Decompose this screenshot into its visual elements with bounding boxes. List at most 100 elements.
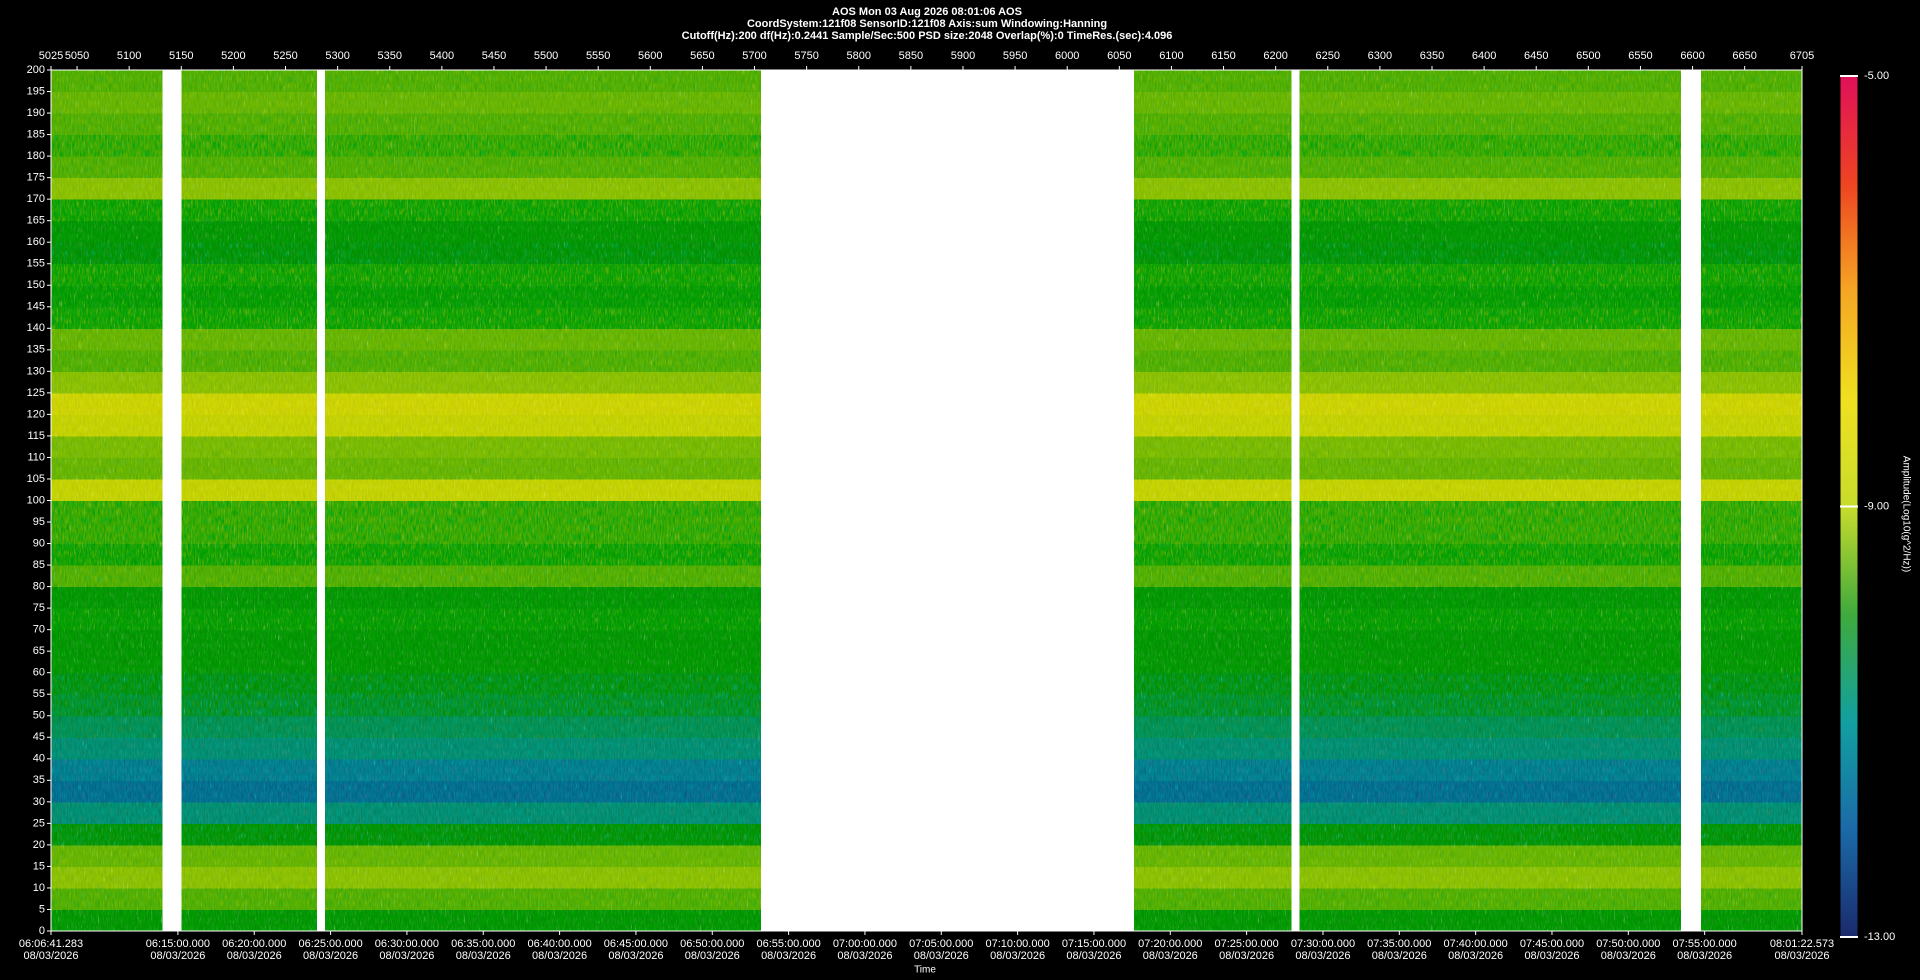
- heatmap-cell: [51, 113, 163, 136]
- x-tick-label: 6450: [1524, 50, 1548, 62]
- heatmap-cell: [1299, 522, 1682, 545]
- x-tick-label: 6250: [1316, 50, 1340, 62]
- heatmap-cell: [181, 242, 317, 265]
- y-tick-label: 90: [33, 537, 45, 549]
- heatmap-cell: [1299, 156, 1682, 179]
- heatmap-cell: [1299, 478, 1682, 501]
- heatmap-cell: [1299, 608, 1682, 631]
- heatmap-cell: [1700, 414, 1802, 437]
- heatmap-cell: [1133, 392, 1292, 415]
- heatmap-cell: [181, 70, 317, 93]
- y-tick-label: 20: [33, 839, 45, 851]
- heatmap-cell: [1700, 844, 1802, 867]
- heatmap-cell: [181, 887, 317, 910]
- y-tick-label: 155: [27, 258, 45, 270]
- heatmap-cell: [1299, 392, 1682, 415]
- x-tick-label: 5250: [273, 50, 297, 62]
- heatmap-cell: [51, 780, 163, 803]
- heatmap-cell: [181, 758, 317, 781]
- heatmap-cell: [1700, 457, 1802, 480]
- y-tick-label: 70: [33, 624, 45, 636]
- heatmap-cell: [1700, 672, 1802, 695]
- heatmap-cell: [1299, 823, 1682, 846]
- heatmap-cell: [1700, 70, 1802, 93]
- y-tick-label: 185: [27, 128, 45, 140]
- heatmap-cell: [51, 349, 163, 372]
- heatmap-cell: [1133, 478, 1292, 501]
- heatmap-cell: [1299, 737, 1682, 760]
- heatmap-cell: [181, 371, 317, 394]
- heatmap-cell: [1700, 823, 1802, 846]
- heatmap-cell: [325, 263, 761, 286]
- x2-tick-label: 07:45:00.000 08/03/2026: [1520, 938, 1584, 962]
- heatmap-cell: [1299, 887, 1682, 910]
- heatmap-cell: [1299, 909, 1682, 932]
- heatmap-cell: [325, 435, 761, 458]
- heatmap-cell: [325, 285, 761, 308]
- heatmap-cell: [1299, 457, 1682, 480]
- heatmap-cell: [51, 909, 163, 932]
- heatmap-cell: [325, 371, 761, 394]
- x-tick-label: 5800: [847, 50, 871, 62]
- heatmap-cell: [181, 435, 317, 458]
- x-tick-label: 6500: [1576, 50, 1600, 62]
- heatmap-cell: [51, 220, 163, 243]
- heatmap-cell: [181, 349, 317, 372]
- heatmap-cell: [1700, 866, 1802, 889]
- y-tick-label: 190: [27, 107, 45, 119]
- y-tick-label: 170: [27, 193, 45, 205]
- y-tick-label: 105: [27, 473, 45, 485]
- heatmap-cell: [51, 823, 163, 846]
- heatmap-cell: [51, 457, 163, 480]
- heatmap-cell: [51, 887, 163, 910]
- y-tick-label: 110: [27, 451, 45, 463]
- heatmap-cell: [325, 199, 761, 222]
- heatmap-cell: [181, 328, 317, 351]
- heatmap-cell: [1299, 371, 1682, 394]
- y-tick-label: 10: [33, 882, 45, 894]
- heatmap-cell: [325, 694, 761, 717]
- y-tick-label: 195: [27, 85, 45, 97]
- y-tick-label: 200: [27, 64, 45, 76]
- heatmap-cell: [1133, 651, 1292, 674]
- heatmap-cell: [181, 543, 317, 566]
- colorbar-tick-label: -13.00: [1864, 931, 1895, 943]
- heatmap-cell: [1133, 156, 1292, 179]
- heatmap-cell: [1133, 306, 1292, 329]
- heatmap-cell: [325, 113, 761, 136]
- heatmap-cell: [1700, 801, 1802, 824]
- heatmap-cell: [1299, 844, 1682, 867]
- y-tick-label: 45: [33, 731, 45, 743]
- x2-tick-label: 07:20:00.000 08/03/2026: [1138, 938, 1202, 962]
- heatmap-cell: [1700, 909, 1802, 932]
- y-tick-label: 175: [27, 172, 45, 184]
- y-tick-label: 60: [33, 667, 45, 679]
- heatmap-cell: [1299, 113, 1682, 136]
- heatmap-cell: [181, 306, 317, 329]
- x-tick-label: 5200: [221, 50, 245, 62]
- y-tick-label: 145: [27, 301, 45, 313]
- heatmap-cell: [1299, 285, 1682, 308]
- heatmap-cell: [181, 801, 317, 824]
- heatmap-cell: [51, 435, 163, 458]
- heatmap-cell: [325, 586, 761, 609]
- heatmap-cell: [1133, 371, 1292, 394]
- heatmap-cell: [325, 565, 761, 588]
- heatmap: [51, 70, 1802, 932]
- x-axis-label: Time: [914, 965, 936, 976]
- heatmap-cell: [1133, 866, 1292, 889]
- heatmap-cell: [1133, 909, 1292, 932]
- y-tick-label: 135: [27, 344, 45, 356]
- heatmap-cell: [1299, 328, 1682, 351]
- heatmap-cell: [1133, 414, 1292, 437]
- heatmap-cell: [1700, 715, 1802, 738]
- heatmap-cell: [1133, 522, 1292, 545]
- heatmap-cell: [51, 672, 163, 695]
- x2-tick-label: 07:05:00.000 08/03/2026: [909, 938, 973, 962]
- y-tick-label: 50: [33, 710, 45, 722]
- heatmap-cell: [181, 500, 317, 523]
- x-tick-label: 5300: [325, 50, 349, 62]
- heatmap-cell: [1133, 801, 1292, 824]
